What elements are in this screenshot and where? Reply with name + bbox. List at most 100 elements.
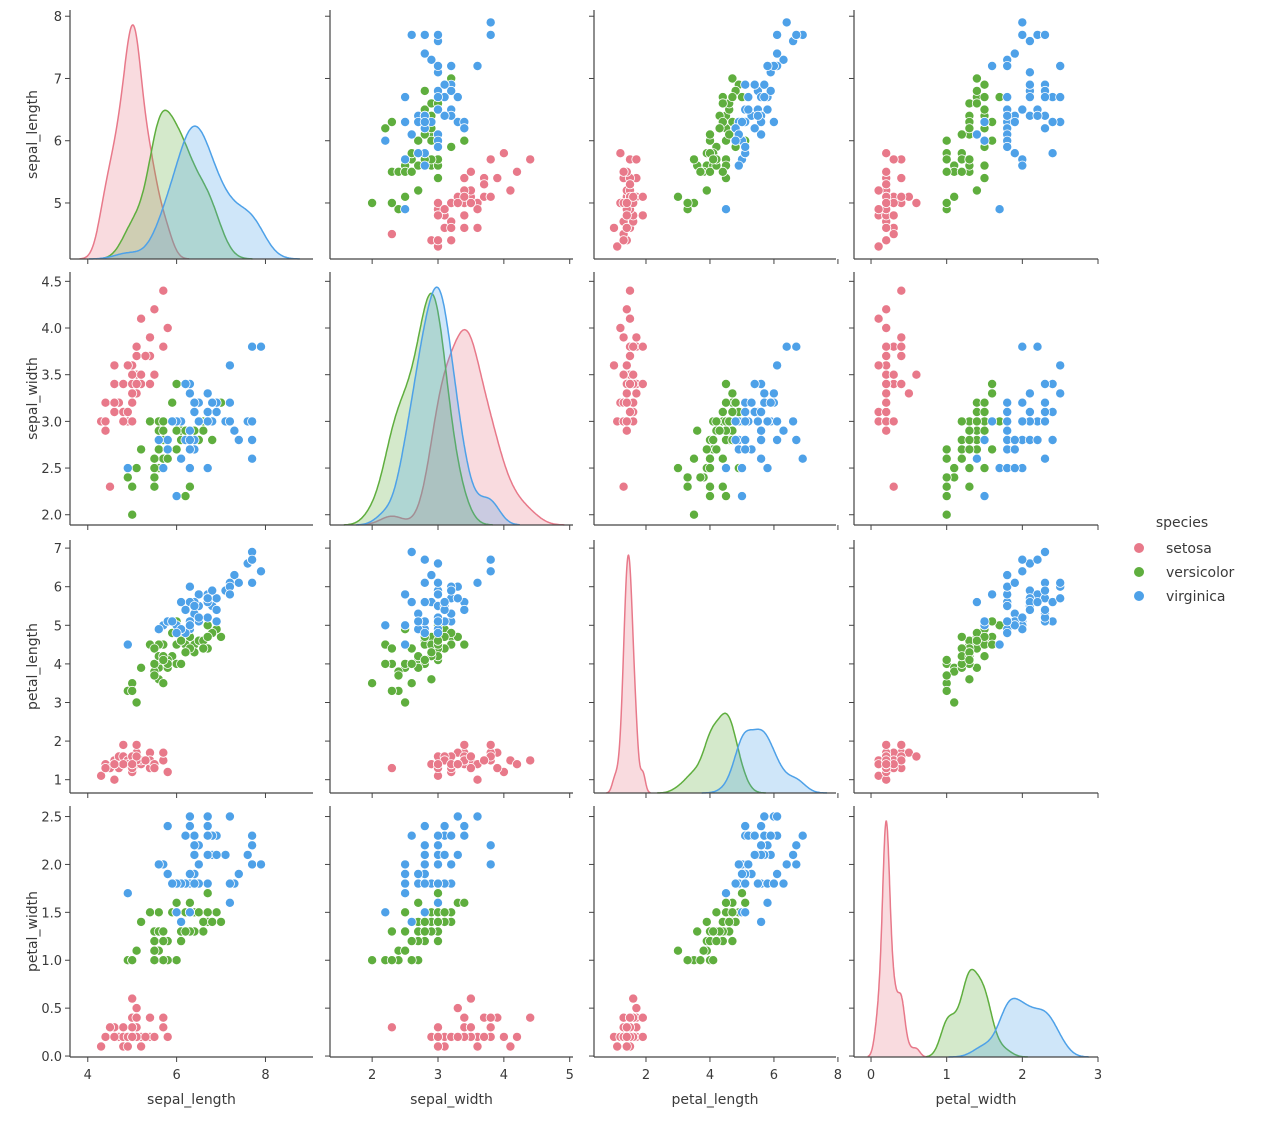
point-setosa — [873, 185, 884, 196]
point-virginica — [1024, 406, 1035, 417]
point-setosa — [158, 1022, 169, 1033]
point-virginica — [446, 830, 457, 841]
point-versicolor — [367, 678, 378, 689]
y-tick-label: 3.5 — [41, 369, 62, 384]
point-virginica — [778, 878, 789, 889]
point-setosa — [873, 204, 884, 215]
point-versicolor — [176, 658, 187, 669]
point-versicolor — [682, 481, 693, 492]
point-virginica — [737, 463, 748, 474]
point-versicolor — [711, 444, 722, 455]
point-virginica — [446, 585, 457, 596]
point-virginica — [756, 916, 767, 927]
point-virginica — [971, 597, 982, 608]
subplot-petal_width-vs-sepal_width: 2 3 4 5 — [325, 806, 574, 1083]
point-setosa — [492, 763, 503, 774]
point-virginica — [1055, 593, 1066, 604]
point-virginica — [224, 360, 235, 371]
point-versicolor — [171, 425, 182, 436]
point-setosa — [131, 739, 142, 750]
point-virginica — [485, 840, 496, 851]
point-virginica — [485, 566, 496, 577]
point-virginica — [400, 117, 411, 128]
point-setosa — [446, 222, 457, 233]
point-setosa — [479, 179, 490, 190]
point-versicolor — [413, 185, 424, 196]
point-setosa — [100, 1031, 111, 1042]
point-virginica — [419, 628, 430, 639]
point-versicolor — [673, 945, 684, 956]
point-virginica — [772, 434, 783, 445]
subplot-petal_length-vs-petal_width — [849, 540, 1099, 798]
point-versicolor — [180, 647, 191, 658]
point-versicolor — [689, 154, 700, 165]
point-versicolor — [432, 936, 443, 947]
point-virginica — [233, 434, 244, 445]
point-versicolor — [380, 123, 391, 134]
y-tick-label: 4.0 — [41, 322, 62, 337]
point-virginica — [1040, 123, 1051, 134]
point-virginica — [184, 811, 195, 822]
point-setosa — [637, 1012, 648, 1023]
point-setosa — [472, 774, 483, 785]
kde-fill-virginica — [89, 126, 300, 259]
point-setosa — [618, 235, 629, 246]
point-setosa — [637, 191, 648, 202]
point-versicolor — [432, 916, 443, 927]
kde-line-versicolor — [96, 109, 253, 260]
point-versicolor — [979, 406, 990, 417]
point-versicolor — [727, 907, 738, 918]
point-virginica — [211, 406, 222, 417]
point-versicolor — [705, 453, 716, 464]
point-virginica — [788, 849, 799, 860]
point-virginica — [247, 577, 258, 588]
point-setosa — [621, 425, 632, 436]
point-versicolor — [176, 635, 187, 646]
point-setosa — [109, 378, 120, 389]
subplot-sepal_width-vs-sepal_length: 2.0 2.5 3.0 3.5 4.0 4.5 — [41, 272, 313, 530]
point-virginica — [1040, 378, 1051, 389]
point-virginica — [224, 811, 235, 822]
subplot-petal_length-vs-sepal_width — [325, 540, 573, 798]
point-setosa — [485, 1012, 496, 1023]
point-versicolor — [971, 85, 982, 96]
point-setosa — [881, 350, 892, 361]
point-virginica — [419, 878, 430, 889]
point-virginica — [1047, 434, 1058, 445]
point-virginica — [426, 54, 437, 65]
point-versicolor — [701, 916, 712, 927]
point-virginica — [122, 463, 133, 474]
point-setosa — [459, 191, 470, 202]
y-tick-label: 2.0 — [41, 509, 62, 524]
point-setosa — [118, 416, 129, 427]
subplot-sepal_width-vs-sepal_width — [325, 272, 573, 530]
point-virginica — [189, 878, 200, 889]
point-versicolor — [127, 481, 138, 492]
point-versicolor — [987, 444, 998, 455]
point-virginica — [400, 92, 411, 103]
point-virginica — [419, 907, 430, 918]
point-virginica — [432, 92, 443, 103]
point-virginica — [768, 388, 779, 399]
point-virginica — [730, 416, 741, 427]
subplot-sepal_width-vs-petal_width — [849, 272, 1099, 530]
point-virginica — [740, 434, 751, 445]
point-versicolor — [941, 444, 952, 455]
point-virginica — [1040, 416, 1051, 427]
kde-fill-setosa — [867, 821, 928, 1057]
point-versicolor — [714, 123, 725, 134]
point-versicolor — [419, 655, 430, 666]
point-setosa — [625, 350, 636, 361]
point-virginica — [749, 123, 760, 134]
point-versicolor — [158, 955, 169, 966]
point-setosa — [432, 1041, 443, 1052]
point-versicolor — [386, 926, 397, 937]
point-versicolor — [149, 955, 160, 966]
point-setosa — [621, 210, 632, 221]
point-versicolor — [459, 135, 470, 146]
y-axis-label-petal_width: petal_width — [25, 891, 41, 972]
point-virginica — [184, 425, 195, 436]
point-virginica — [439, 597, 450, 608]
point-virginica — [788, 416, 799, 427]
point-setosa — [144, 1012, 155, 1023]
